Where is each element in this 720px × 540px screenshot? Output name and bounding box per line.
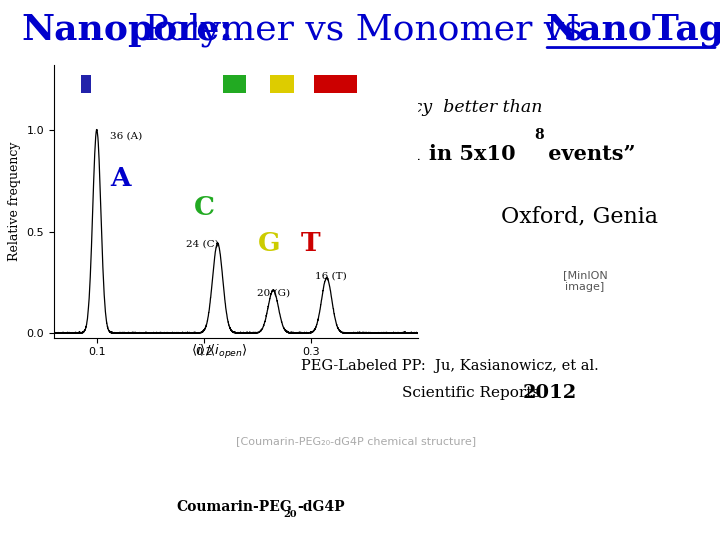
Text: [Coumarin-PEG₂₀-dG4P chemical structure]: [Coumarin-PEG₂₀-dG4P chemical structure] bbox=[236, 436, 477, 446]
Text: Oxford, Genia: Oxford, Genia bbox=[501, 205, 658, 227]
Text: 36 (A): 36 (A) bbox=[109, 132, 142, 140]
Text: Polymer vs Monomer vs: Polymer vs Monomer vs bbox=[133, 12, 595, 47]
Text: “accuracy  better than: “accuracy better than bbox=[343, 99, 542, 117]
Y-axis label: Relative frequency: Relative frequency bbox=[8, 141, 21, 261]
Text: T: T bbox=[301, 231, 320, 256]
Text: 20 (G): 20 (G) bbox=[257, 288, 290, 297]
Text: 24 (C): 24 (C) bbox=[186, 239, 218, 248]
Text: 20: 20 bbox=[284, 510, 297, 519]
Text: C: C bbox=[194, 195, 215, 220]
Text: -dG4P: -dG4P bbox=[297, 500, 345, 514]
Text: 1 in 5x10: 1 in 5x10 bbox=[407, 144, 516, 164]
Text: A: A bbox=[111, 166, 131, 191]
Text: 2012: 2012 bbox=[523, 384, 577, 402]
Text: G: G bbox=[258, 231, 281, 256]
FancyBboxPatch shape bbox=[270, 75, 294, 93]
Text: 8: 8 bbox=[534, 128, 544, 142]
Text: Coumarin-PEG: Coumarin-PEG bbox=[176, 500, 292, 514]
FancyBboxPatch shape bbox=[223, 75, 246, 93]
Text: [MinION
image]: [MinION image] bbox=[562, 270, 608, 292]
Text: PEG-Labeled PP:  Ju, Kasianowicz, et al.: PEG-Labeled PP: Ju, Kasianowicz, et al. bbox=[301, 359, 599, 373]
Text: Scientific Reports: Scientific Reports bbox=[402, 386, 545, 400]
FancyBboxPatch shape bbox=[81, 75, 91, 93]
Text: events”: events” bbox=[541, 144, 636, 164]
Text: $\langle i \rangle / \langle i_{open} \rangle$: $\langle i \rangle / \langle i_{open} \r… bbox=[192, 343, 248, 361]
Text: 16 (T): 16 (T) bbox=[315, 272, 347, 281]
Text: NanoTag: NanoTag bbox=[546, 13, 720, 46]
Text: Nanopore:: Nanopore: bbox=[22, 13, 233, 46]
FancyBboxPatch shape bbox=[314, 75, 356, 93]
